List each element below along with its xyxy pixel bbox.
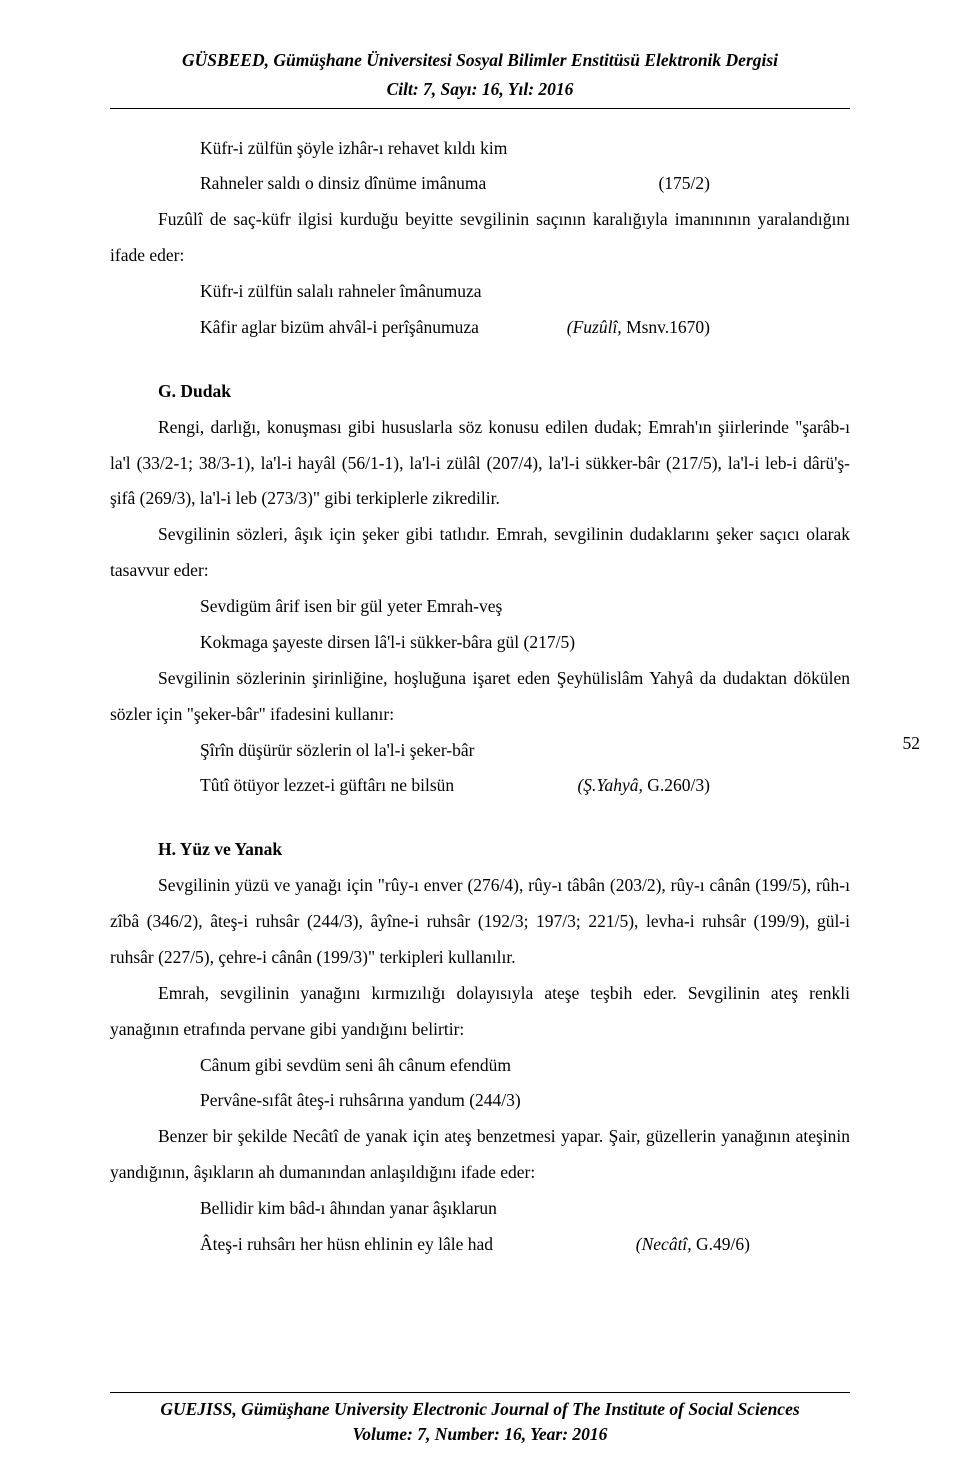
- poem-text: Rahneler saldı o dinsiz dînüme imânuma: [200, 173, 486, 193]
- poem-line: Cânum gibi sevdüm seni âh cânum efendüm: [200, 1048, 850, 1084]
- poem-line: Bellidir kim bâd-ı âhından yanar âşıklar…: [200, 1191, 850, 1227]
- footer-container: GUEJISS, Gümüşhane University Electronic…: [110, 1392, 850, 1446]
- footer-rule: [110, 1392, 850, 1393]
- paragraph: Sevgilinin sözleri, âşık için şeker gibi…: [110, 517, 850, 589]
- poem-text: Kâfir aglar bizüm ahvâl-i perîşânumuza: [200, 317, 479, 337]
- poem-text: Âteş-i ruhsârı her hüsn ehlinin ey lâle …: [200, 1234, 493, 1254]
- page-container: GÜSBEED, Gümüşhane Üniversitesi Sosyal B…: [0, 0, 960, 1476]
- poem-line: Kokmaga şayeste dirsen lâ'l-i sükker-bâr…: [200, 625, 850, 661]
- header-line-2: Cilt: 7, Sayı: 16, Yıl: 2016: [110, 79, 850, 100]
- poem-line: Tûtî ötüyor lezzet-i güftârı ne bilsün (…: [200, 768, 850, 804]
- paragraph: Benzer bir şekilde Necâtî de yanak için …: [110, 1119, 850, 1191]
- poem-ref: (Ş.Yahyâ, G.260/3): [577, 768, 710, 804]
- paragraph: Sevgilinin yüzü ve yanağı için "rûy-ı en…: [110, 868, 850, 976]
- poem-line: Kâfir aglar bizüm ahvâl-i perîşânumuza (…: [200, 310, 850, 346]
- poem-text: Tûtî ötüyor lezzet-i güftârı ne bilsün: [200, 775, 454, 795]
- page-number: 52: [903, 733, 921, 754]
- poem-line: Şîrîn düşürür sözlerin ol la'l-i şeker-b…: [200, 733, 850, 769]
- poem-line: Sevdigüm ârif isen bir gül yeter Emrah-v…: [200, 589, 850, 625]
- section-heading-h: H. Yüz ve Yanak: [110, 832, 850, 868]
- poem-line: Küfr-i zülfün salalı rahneler îmânumuza: [200, 274, 850, 310]
- poem-ref: (Necâtî, G.49/6): [636, 1227, 750, 1263]
- footer-line-1: GUEJISS, Gümüşhane University Electronic…: [110, 1397, 850, 1422]
- poem-line: Âteş-i ruhsârı her hüsn ehlinin ey lâle …: [200, 1227, 850, 1263]
- paragraph: Rengi, darlığı, konuşması gibi hususlarl…: [110, 410, 850, 518]
- paragraph: Sevgilinin sözlerinin şirinliğine, hoşlu…: [110, 661, 850, 733]
- body-text: Küfr-i zülfün şöyle izhâr-ı rehavet kıld…: [110, 131, 850, 1263]
- poem-ref: (Fuzûlî, Msnv.1670): [567, 310, 710, 346]
- paragraph: Fuzûlî de saç-küfr ilgisi kurduğu beyitt…: [110, 202, 850, 274]
- poem-ref: (175/2): [658, 166, 710, 202]
- header-rule: [110, 108, 850, 109]
- section-heading-g: G. Dudak: [110, 374, 850, 410]
- header-line-1: GÜSBEED, Gümüşhane Üniversitesi Sosyal B…: [110, 48, 850, 73]
- poem-line: Küfr-i zülfün şöyle izhâr-ı rehavet kıld…: [200, 131, 850, 167]
- footer-line-2: Volume: 7, Number: 16, Year: 2016: [110, 1422, 850, 1447]
- poem-line: Rahneler saldı o dinsiz dînüme imânuma (…: [200, 166, 850, 202]
- poem-line: Pervâne-sıfât âteş-i ruhsârına yandum (2…: [200, 1083, 850, 1119]
- paragraph: Emrah, sevgilinin yanağını kırmızılığı d…: [110, 976, 850, 1048]
